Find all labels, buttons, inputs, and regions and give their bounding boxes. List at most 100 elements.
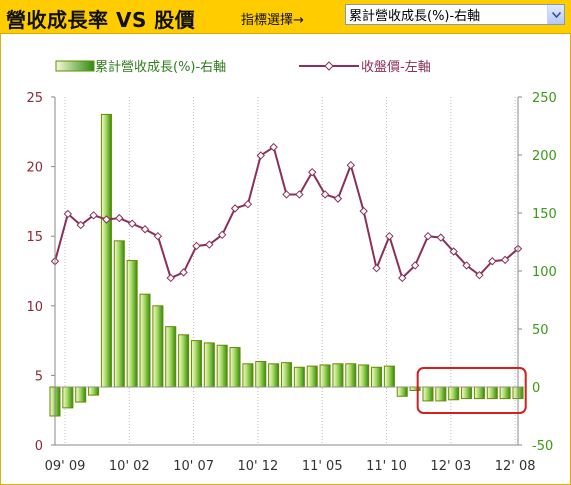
- indicator-select-label: 指標選擇→: [241, 13, 304, 28]
- bar: [268, 363, 280, 388]
- bar: [88, 386, 100, 396]
- bar: [306, 365, 318, 388]
- x-tick-label: 12' 08: [495, 459, 536, 474]
- x-tick-label: 09' 09: [45, 459, 86, 474]
- bar: [435, 386, 447, 402]
- right-tick-label: 200: [532, 149, 557, 164]
- left-tick-label: 5: [35, 369, 43, 384]
- x-tick-label: 10' 02: [109, 459, 150, 474]
- bar: [358, 364, 370, 388]
- combo-chart: 累計營收成長(%)-右軸 收盤價-左軸 09' 09 10' 02 10' 07 10…: [26, 59, 556, 474]
- bar-series: [49, 113, 524, 417]
- price-point: [462, 261, 471, 270]
- bar: [319, 364, 331, 388]
- bar: [448, 386, 460, 401]
- price-point: [500, 255, 510, 265]
- price-point: [449, 247, 458, 256]
- x-tick-label: 11' 10: [366, 459, 407, 474]
- price-point: [410, 261, 420, 270]
- bar: [113, 240, 125, 388]
- price-point: [436, 233, 446, 242]
- bar: [345, 363, 357, 388]
- x-tick-label: 11' 05: [302, 459, 343, 474]
- legend-line-marker: [324, 61, 334, 71]
- left-tick-label: 10: [26, 300, 43, 315]
- bar: [396, 386, 408, 397]
- bar: [473, 386, 485, 400]
- bar: [165, 326, 177, 388]
- legend-line-label: 收盤價-左軸: [361, 60, 431, 75]
- right-tick-label: 250: [532, 91, 557, 106]
- bar: [242, 363, 254, 388]
- left-tick-label: 20: [26, 161, 43, 176]
- bar: [293, 366, 305, 388]
- x-tick-label: 10' 07: [173, 459, 214, 474]
- price-point: [308, 167, 317, 177]
- bar: [62, 386, 74, 409]
- bar: [126, 260, 138, 388]
- bar: [152, 305, 164, 388]
- bar: [255, 360, 267, 388]
- price-point: [153, 231, 163, 241]
- right-tick-label: -50: [532, 439, 553, 454]
- right-tick-label: 50: [532, 323, 549, 338]
- axes: 09' 09 10' 02 10' 07 10' 12 11' 05 11' 10 12' …: [26, 91, 556, 474]
- indicator-select-value: 累計營收成長(%)-右軸: [349, 9, 481, 24]
- bar: [371, 366, 383, 388]
- right-tick-label: 0: [532, 381, 540, 396]
- highlight-box: [416, 367, 527, 414]
- legend-bar-label: 累計營收成長(%)-右軸: [95, 59, 226, 75]
- price-point: [217, 230, 227, 240]
- price-point: [179, 268, 188, 277]
- right-tick-label: 150: [532, 207, 557, 222]
- price-point: [230, 204, 240, 213]
- price-point: [63, 209, 73, 219]
- left-tick-label: 25: [26, 91, 43, 106]
- price-point: [89, 211, 98, 220]
- price-point: [346, 161, 356, 170]
- price-point: [398, 273, 407, 283]
- bar: [190, 340, 202, 388]
- price-point: [475, 270, 484, 280]
- bar: [139, 293, 151, 388]
- bar: [280, 362, 293, 388]
- chart-frame: 累計營收成長(%)-右軸 收盤價-左軸 09' 09 10' 02 10' 07 10…: [0, 34, 571, 485]
- price-point: [359, 206, 368, 216]
- price-point: [102, 215, 111, 224]
- price-point: [256, 151, 265, 160]
- price-point: [76, 220, 85, 230]
- price-point: [295, 190, 304, 199]
- price-point: [166, 273, 175, 283]
- price-point: [205, 240, 214, 249]
- price-point: [333, 194, 343, 203]
- x-tick-label: 10' 12: [238, 459, 279, 474]
- legend-bar-swatch: [55, 60, 95, 72]
- price-point: [140, 225, 150, 234]
- price-point: [243, 199, 253, 209]
- chevron-down-icon[interactable]: [547, 5, 564, 24]
- bar: [422, 386, 434, 402]
- price-point: [385, 231, 394, 241]
- bar: [486, 386, 498, 400]
- page-title: 營收成長率 VS 股價: [6, 8, 196, 32]
- price-point: [127, 219, 137, 228]
- header-bar: 營收成長率 VS 股價 指標選擇→ 累計營收成長(%)-右軸: [0, 0, 571, 34]
- bar: [461, 386, 473, 400]
- right-tick-label: 100: [532, 265, 557, 280]
- bar: [75, 386, 87, 403]
- legend: 累計營收成長(%)-右軸 收盤價-左軸: [55, 59, 431, 75]
- price-point: [423, 231, 433, 241]
- x-tick-label: 12' 03: [430, 459, 471, 474]
- bar: [383, 365, 395, 388]
- price-point: [269, 142, 278, 152]
- left-tick-label: 15: [26, 230, 43, 245]
- bar: [499, 386, 511, 400]
- bar: [100, 113, 112, 388]
- bar: [332, 363, 344, 388]
- highlight-rect: [416, 367, 527, 414]
- bar: [229, 347, 241, 388]
- indicator-select[interactable]: 累計營收成長(%)-右軸: [345, 4, 565, 25]
- left-tick-label: 0: [35, 439, 43, 454]
- bar: [203, 342, 215, 388]
- bar: [178, 334, 190, 388]
